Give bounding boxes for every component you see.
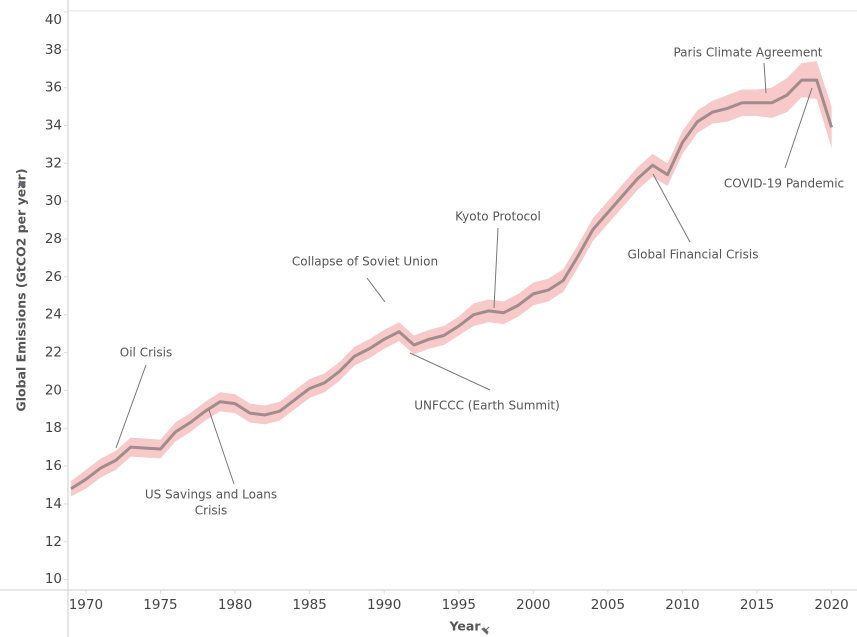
annotation-leader [115,364,147,449]
annotation-label: US Savings and Loans [145,488,277,502]
x-axis-title: Year [449,619,482,634]
pin-icon [481,626,490,635]
y-tick-label: 16 [45,458,62,474]
annotation-leader [409,352,491,391]
annotation-label: COVID-19 Pandemic [724,177,844,191]
annotation-label: UNFCCC (Earth Summit) [414,399,560,413]
y-tick-label: 12 [45,534,62,550]
x-tick-label: 1995 [442,597,476,613]
x-tick-label: 2010 [665,597,699,613]
y-tick-label: 34 [45,117,62,133]
y-tick-label: 38 [45,42,62,58]
y-tick-label: 24 [45,307,62,323]
annotation-leader [208,409,235,485]
y-tick-label: 10 [45,571,62,587]
annotation-label: Paris Climate Agreement [673,46,822,60]
y-tick-label: 22 [45,345,62,361]
y-tick-label: 40 [45,12,62,28]
confidence-band [70,61,832,497]
x-tick-label: 1970 [69,597,103,613]
y-tick-label: 28 [45,231,62,247]
x-tick-label: 1990 [367,597,401,613]
y-tick-label: 30 [45,193,62,209]
y-tick-label: 20 [45,382,62,398]
annotation-leader [366,277,386,303]
y-tick-label: 14 [45,496,62,512]
annotation-label: Kyoto Protocol [455,210,541,224]
x-tick-label: 2015 [740,597,774,613]
annotation-label: Global Financial Crisis [628,248,759,262]
emissions-line [70,78,834,491]
x-tick-label: 1980 [218,597,252,613]
y-tick-label: 18 [45,420,62,436]
x-tick-label: 2000 [516,597,550,613]
annotation-leader [652,173,691,243]
annotation-leader [493,227,499,309]
annotation-leader [784,87,813,169]
annotation-leader [763,62,767,94]
x-tick-label: 2020 [814,597,848,613]
y-tick-label: 32 [45,155,62,171]
x-tick-label: 1975 [143,597,177,613]
y-axis-title: Global Emissions (GtCO2 per year) [14,168,29,411]
pin-icon [17,180,26,189]
annotation-label: Collapse of Soviet Union [292,255,438,269]
annotation-label: Oil Crisis [120,346,172,360]
x-tick-label: 1985 [292,597,326,613]
annotation-label: Crisis [195,504,227,518]
y-tick-label: 36 [45,80,62,96]
x-tick-label: 2005 [591,597,625,613]
y-tick-label: 26 [45,269,62,285]
